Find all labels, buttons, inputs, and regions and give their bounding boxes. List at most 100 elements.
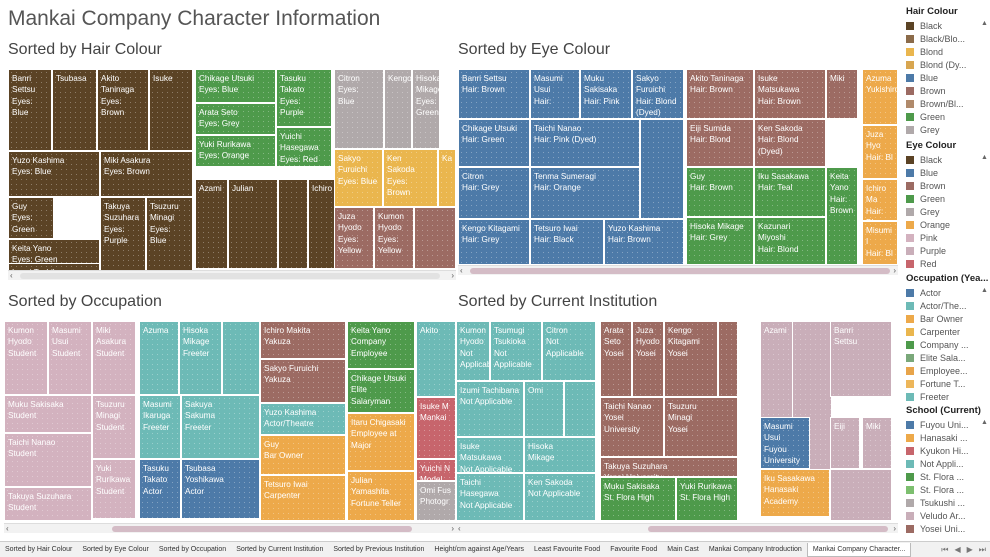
treemap-tile[interactable] [564, 381, 596, 437]
sheet-tab[interactable]: Mankai Company Character... [806, 542, 912, 557]
treemap-tile[interactable]: Iku Sasakawa Hair: Teal [754, 167, 826, 217]
legend-item[interactable]: Fuyou Uni... [906, 418, 990, 431]
treemap[interactable]: Banri Settsu Eyes: Blue Tsubasa Akito Tani… [8, 69, 456, 270]
treemap-tile[interactable] [222, 321, 260, 395]
treemap-tile[interactable]: Keita Yano Eyes: Green [8, 239, 100, 269]
treemap[interactable]: Banri Settsu Hair: Brown Masumi Usui Hair… [458, 69, 898, 265]
treemap-tile[interactable]: Akito Taninaga Eyes: Brown [97, 69, 149, 151]
treemap-tile[interactable] [640, 119, 684, 219]
treemap-tile[interactable]: Citron Not Applicable [542, 321, 596, 381]
treemap-tile[interactable]: Kumon Hyodo Student [4, 321, 48, 395]
legend-item[interactable]: Actor/The... [906, 299, 990, 312]
legend-scrollbar[interactable]: ▲ [981, 419, 988, 426]
sheet-tab[interactable]: Height/cm against Age/Years [434, 545, 525, 553]
treemap-tile[interactable]: Kazunari Miyoshi Hair: Blond [754, 217, 826, 265]
treemap-tile[interactable]: Yuki Rurikawa Student [92, 459, 136, 519]
treemap-tile[interactable]: Izumi Tachibana Eyes: Pink [8, 263, 100, 270]
treemap-tile[interactable]: Itaru Chigasaki Employee at Major [347, 413, 415, 471]
treemap-tile[interactable]: Yuzo Kashima Eyes: Blue [8, 151, 100, 197]
treemap-tile[interactable]: Ichiro [308, 179, 336, 269]
treemap-tile[interactable]: Tsumugi Tsukioka Not Applicable [490, 321, 542, 381]
treemap-tile[interactable]: Juza Hyodo Yosei [632, 321, 664, 397]
treemap-tile[interactable]: Takuya Suzuhara Student [4, 487, 92, 521]
treemap-tile[interactable]: Takuya Suzuhara Eyes: Purple [100, 197, 146, 270]
treemap-tile[interactable]: Juza Hyo Hair: Bl [862, 125, 898, 179]
treemap-tile[interactable]: Ken Sakoda Hair: Blond (Dyed) [754, 119, 826, 167]
treemap-tile[interactable]: Citron Hair: Grey [458, 167, 530, 219]
treemap-tile[interactable]: Iku Sasakawa Hanasaki Academy [760, 469, 830, 517]
treemap-tile[interactable]: Hisoka Mikage Eyes: Green [412, 69, 440, 149]
treemap-tile[interactable]: Isuke [149, 69, 193, 151]
legend-item[interactable]: St. Flora ... [906, 470, 990, 483]
treemap-tile[interactable]: Taichi Nanao Hair: Pink (Dyed) [530, 119, 640, 167]
treemap-tile[interactable]: Guy Bar Owner [260, 435, 346, 475]
legend-item[interactable]: Blue [906, 166, 990, 179]
treemap-tile[interactable]: Ken Sakoda Not Applicable [524, 473, 596, 521]
treemap-tile[interactable]: Ichiro Ma Hair: Bla [862, 179, 898, 221]
treemap-tile[interactable]: Tetsuro Iwai Hair: Black [530, 219, 604, 265]
treemap-tile[interactable]: Azuma Yukishiro [862, 69, 898, 125]
treemap-tile[interactable]: Tsubasa [52, 69, 97, 151]
scroll-left-icon[interactable]: ‹ [458, 524, 461, 533]
legend-item[interactable]: Blond (Dy... [906, 58, 990, 71]
treemap-tile[interactable]: Yuichi Hasegawa Eyes: Red [276, 127, 332, 167]
treemap-tile[interactable]: Sakyo Furuichi Eyes: Blue [334, 149, 383, 207]
treemap-tile[interactable]: Eiji Sumida Hair: Blond [686, 119, 754, 167]
scroll-up-icon[interactable]: ▲ [981, 419, 988, 426]
treemap-tile[interactable]: Yuichi N Model [416, 459, 456, 481]
treemap-tile[interactable]: Yuki Rurikawa St. Flora High [676, 477, 738, 521]
treemap-tile[interactable]: Julian [228, 179, 278, 269]
scroll-thumb[interactable] [648, 526, 888, 532]
legend-item[interactable]: Tsukushi ... [906, 496, 990, 509]
legend-item[interactable]: Orange [906, 218, 990, 231]
treemap-tile[interactable]: Ichiro Makita Yakuza [260, 321, 346, 359]
treemap-tile[interactable]: Keita Yano Hair: Brown [826, 167, 858, 265]
treemap-tile[interactable]: Guy Hair: Brown [686, 167, 754, 217]
scroll-right-icon[interactable]: › [451, 524, 454, 533]
scroll-left-icon[interactable]: ‹ [6, 524, 9, 533]
scroll-thumb[interactable] [20, 273, 440, 279]
treemap-tile[interactable]: Sakuya Sakuma Freeter [181, 395, 260, 459]
first-sheet-icon[interactable]: ⏮ [941, 544, 949, 554]
treemap-tile[interactable] [278, 179, 308, 269]
treemap-tile[interactable]: Isuke Matsukawa Hair: Brown [754, 69, 826, 119]
treemap-tile[interactable]: Izumi Tachibana Not Applicable [456, 381, 524, 437]
next-sheet-icon[interactable]: ▶ [966, 545, 973, 554]
horizontal-scrollbar[interactable]: ‹ › [458, 265, 898, 275]
treemap-tile[interactable]: Tsubasa Yoshikawa Actor [181, 459, 260, 519]
scroll-up-icon[interactable]: ▲ [981, 20, 988, 27]
treemap-tile[interactable]: Sakyo Furuichi Hair: Blond (Dyed) [632, 69, 684, 119]
treemap[interactable]: Kumon Hyodo Student Masumi Usui Student Mi… [4, 321, 456, 521]
legend-item[interactable]: Pink [906, 231, 990, 244]
treemap-tile[interactable]: Muku Sakisaka St. Flora High [600, 477, 676, 521]
treemap-tile[interactable]: Tsuzuru Minagi Eyes: Blue [146, 197, 193, 270]
treemap-tile[interactable]: Citron Eyes: Blue [334, 69, 384, 149]
treemap-tile[interactable]: Kumon Hyodo Eyes: Yellow [374, 207, 414, 269]
treemap-tile[interactable]: Miki [826, 69, 858, 119]
horizontal-scrollbar[interactable]: ‹ › [456, 523, 898, 533]
legend-item[interactable]: Black/Blo... [906, 32, 990, 45]
legend-item[interactable]: Green [906, 110, 990, 123]
horizontal-scrollbar[interactable]: ‹ › [4, 523, 456, 533]
treemap-tile[interactable]: Muku Sakisaka Student [4, 395, 92, 433]
treemap-tile[interactable]: Masumi Usui Fuyou University [760, 417, 810, 469]
scroll-right-icon[interactable]: › [893, 266, 896, 275]
treemap-tile[interactable]: Arata Seto Yosei [600, 321, 632, 397]
scroll-thumb[interactable] [470, 268, 890, 274]
treemap-tile[interactable]: Akito [416, 321, 456, 397]
legend-item[interactable]: Employee... [906, 364, 990, 377]
legend-item[interactable]: Actor [906, 286, 990, 299]
legend-item[interactable]: Veludo Ar... [906, 509, 990, 522]
sheet-tab[interactable]: Main Cast [667, 545, 699, 553]
treemap-tile[interactable]: Taichi Nanao Student [4, 433, 92, 487]
treemap-tile[interactable]: Masumi Usui Student [48, 321, 92, 395]
treemap-tile[interactable]: Chikage Utsuki Elite Salaryman [347, 369, 415, 413]
treemap-tile[interactable] [414, 207, 456, 269]
scroll-up-icon[interactable]: ▲ [981, 154, 988, 161]
treemap[interactable]: Kumon Hyodo Not ApplicableTsumugi Tsukio… [456, 321, 898, 521]
treemap-tile[interactable]: Muku Sakisaka Hair: Pink [580, 69, 632, 119]
treemap-tile[interactable]: Chikage Utsuki Hair: Green [458, 119, 530, 167]
legend-item[interactable]: Yosei Uni... [906, 522, 990, 535]
treemap-tile[interactable]: Sakyo Furuichi Yakuza [260, 359, 346, 403]
scroll-right-icon[interactable]: › [451, 271, 454, 280]
